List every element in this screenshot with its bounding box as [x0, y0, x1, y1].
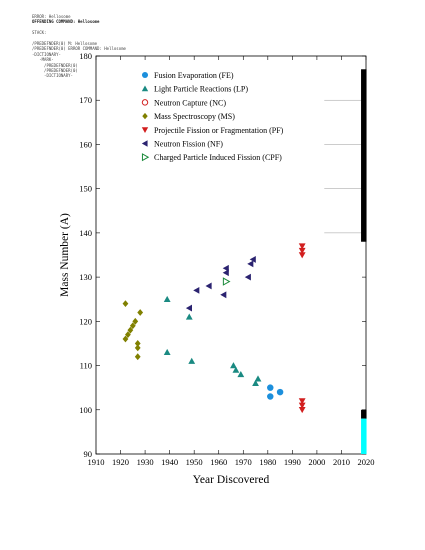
- data-point-fe: [267, 384, 274, 391]
- data-point-nf: [193, 286, 200, 294]
- y-tick-label: 90: [84, 449, 93, 459]
- legend-marker-nc: [141, 99, 149, 106]
- data-point-fe: [276, 388, 284, 396]
- y-tick-label: 170: [79, 95, 92, 105]
- x-tick-label: 1990: [284, 457, 301, 467]
- y-tick-label: 140: [79, 228, 92, 238]
- data-points: [122, 243, 306, 414]
- data-point-pf: [298, 247, 306, 254]
- legend-marker-nf: [141, 140, 148, 147]
- data-point-pf: [298, 398, 306, 405]
- x-axis-label: Year Discovered: [193, 474, 270, 486]
- axis-ticks: 1910 1920 1930 1940 1950 1960 1970 1980 1990 2000…: [79, 51, 374, 467]
- plot-frame: [95, 55, 367, 455]
- data-point-ms: [122, 335, 129, 343]
- data-point-nf: [185, 304, 192, 312]
- legend-marker-ms: [142, 112, 148, 120]
- data-point-ms: [125, 331, 131, 338]
- data-point-nf: [244, 273, 251, 281]
- x-tick-label: 2010: [333, 457, 350, 467]
- data-point-pf: [298, 252, 306, 259]
- legend-marker-pf: [141, 127, 149, 133]
- y-axis-label: Mass Number (A): [59, 213, 71, 297]
- header-line: /PREDEFNDER(0): [32, 68, 78, 74]
- header-line: -DICTIONARY-: [32, 73, 73, 79]
- data-point-nf: [249, 256, 256, 263]
- y-tick-label: 110: [80, 361, 92, 371]
- header-line: /PREDEFNDER(0) M: Hellosome: [32, 41, 98, 47]
- header-line: -MARK-: [32, 57, 54, 63]
- state-bar: [361, 69, 367, 242]
- header-line: OFFENDING COMMAND: Hellosome: [32, 19, 100, 25]
- y-tick-label: 120: [79, 316, 92, 326]
- legend-label-cpf: Charged Particle Induced Fission (CPF): [154, 153, 282, 162]
- y-tick-label: 100: [79, 405, 92, 415]
- y-tick-label: 160: [79, 139, 92, 149]
- data-point-ms: [132, 317, 139, 325]
- data-point-lp: [232, 366, 240, 373]
- header-line: STACK:: [32, 30, 47, 36]
- data-point-lp: [252, 379, 259, 386]
- x-tick-label: 2020: [358, 457, 375, 467]
- data-point-lp: [188, 357, 196, 364]
- x-tick-label: 1970: [235, 457, 252, 467]
- data-point-pf: [298, 243, 306, 250]
- data-point-ms: [122, 300, 129, 308]
- data-point-nf: [205, 282, 212, 290]
- legend-marker-fe: [141, 71, 149, 79]
- x-tick-label: 1940: [161, 457, 178, 467]
- data-point-ms: [134, 353, 141, 361]
- x-tick-label: 2000: [308, 457, 325, 467]
- state-bars: [361, 69, 367, 454]
- data-point-pf: [298, 407, 306, 414]
- data-point-lp: [163, 295, 171, 302]
- header-line: ERROR: Hellosome: [32, 14, 71, 19]
- gridlines: [324, 99, 366, 234]
- data-point-nf: [220, 291, 227, 299]
- data-point-ms: [137, 309, 144, 316]
- data-point-lp: [185, 313, 193, 320]
- data-point-lp: [163, 348, 171, 356]
- y-tick-label: 180: [79, 51, 92, 61]
- data-point-lp: [237, 371, 245, 378]
- data-point-nf: [222, 264, 229, 272]
- data-point-ms: [134, 340, 141, 347]
- data-point-nf: [222, 269, 229, 277]
- legend-marker-lp: [141, 85, 149, 92]
- state-bar: [361, 418, 367, 454]
- header-line: /PREDEFNDER(0) ERROR COMMAND: Hellosome: [32, 46, 126, 52]
- data-point-ms: [134, 344, 141, 352]
- legend-label-nf: Neutron Fission (NF): [154, 140, 223, 149]
- postscript-error-header: ERROR: Hellosome OFFENDING COMMAND: Hello…: [32, 14, 126, 79]
- data-point-lp: [230, 362, 237, 369]
- header-line: -DICTIONARY-: [32, 51, 61, 57]
- x-tick-label: 1920: [112, 457, 129, 467]
- legend-label-lp: Light Particle Reactions (LP): [154, 85, 248, 94]
- x-tick-label: 1960: [210, 457, 227, 467]
- legend-label-ms: Mass Spectroscopy (MS): [154, 112, 235, 121]
- data-point-ms: [127, 326, 134, 334]
- data-point-fe: [267, 393, 274, 400]
- y-tick-label: 130: [79, 272, 92, 282]
- x-tick-label: 1980: [259, 457, 276, 467]
- state-bar: [361, 409, 367, 419]
- legend-marker-cpf: [141, 153, 150, 162]
- data-point-pf: [298, 402, 306, 409]
- legend-label-fe: Fusion Evaporation (FE): [154, 71, 234, 80]
- data-point-cpf: [222, 277, 231, 286]
- data-point-lp: [254, 375, 262, 382]
- x-tick-label: 1950: [186, 457, 203, 467]
- header-line: /PREDEFNDER(0): [32, 62, 78, 68]
- x-tick-label: 1930: [137, 457, 154, 467]
- data-point-ms: [129, 322, 136, 330]
- legend-label-pf: Projectile Fission or Fragmentation (PF): [154, 126, 284, 135]
- legend: Fusion Evaporation (FE) Light Particle Re…: [141, 71, 284, 162]
- legend-label-nc: Neutron Capture (NC): [154, 98, 226, 107]
- x-tick-label: 1910: [88, 457, 105, 467]
- data-point-nf: [247, 260, 254, 268]
- y-tick-label: 150: [79, 184, 92, 194]
